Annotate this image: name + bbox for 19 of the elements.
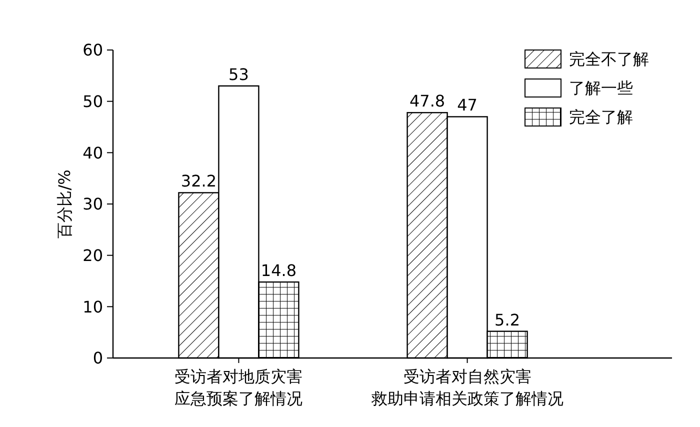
legend-label: 了解一些 <box>569 78 633 98</box>
y-tick-label: 60 <box>82 40 103 60</box>
y-tick-label: 0 <box>92 348 103 368</box>
data-label: 14.8 <box>260 261 297 280</box>
y-tick-label: 50 <box>82 92 103 111</box>
data-label: 32.2 <box>180 172 217 191</box>
data-label: 47.8 <box>409 92 446 111</box>
y-tick-label: 40 <box>82 143 103 162</box>
legend-label: 完全不了解 <box>569 50 649 69</box>
x-tick-label: 受访者对自然灾害救助申请相关政策了解情况 <box>370 367 564 408</box>
y-tick-label: 20 <box>82 246 103 265</box>
x-tick-label: 受访者对地质灾害应急预案了解情况 <box>174 367 303 408</box>
legend-label: 完全了解 <box>569 108 633 127</box>
y-tick-label: 10 <box>82 297 103 316</box>
y-tick-label: 30 <box>82 194 103 214</box>
data-label: 5.2 <box>494 310 520 330</box>
data-label: 47 <box>457 96 478 115</box>
data-label: 53 <box>228 64 249 84</box>
y-axis-title: 百分比/% <box>55 170 74 238</box>
